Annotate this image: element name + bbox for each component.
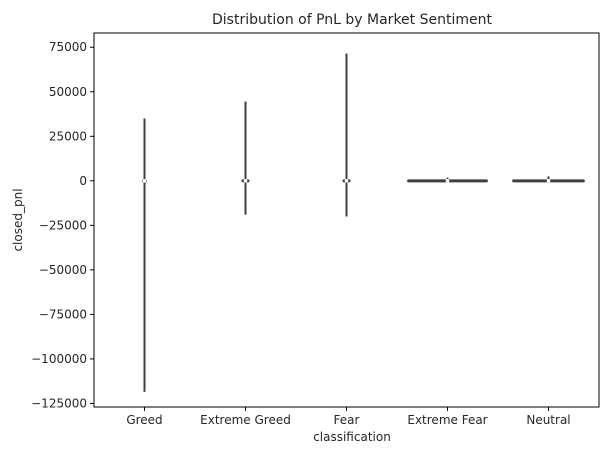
plot-area xyxy=(93,32,600,408)
x-tick-label: Fear xyxy=(334,413,360,427)
violin-greed xyxy=(142,118,147,392)
violin-median-point xyxy=(243,179,248,183)
y-tick-label: 50000 xyxy=(49,85,87,99)
violin-median-point xyxy=(546,179,551,183)
violin-median-point xyxy=(344,179,349,183)
y-tick-label: −50000 xyxy=(39,263,87,277)
y-tick-label: −100000 xyxy=(31,352,87,366)
y-tick-label: 25000 xyxy=(49,129,87,143)
y-axis: 75000 50000 25000 0 −25000 −50000 −75000 −10000… xyxy=(31,40,94,410)
violin-median-point xyxy=(445,179,450,183)
chart-title: Distribution of PnL by Market Sentiment xyxy=(212,12,492,28)
y-tick-label: 75000 xyxy=(49,40,87,54)
x-tick-label: Neutral xyxy=(526,413,570,427)
violin-fear xyxy=(342,53,351,217)
x-axis-title: classification xyxy=(313,430,391,444)
y-tick-label: −125000 xyxy=(31,396,87,410)
violin-median-point xyxy=(142,179,147,183)
x-tick-label: Greed xyxy=(126,413,162,427)
y-tick-label: −25000 xyxy=(39,218,87,232)
y-tick-label: 0 xyxy=(79,174,87,188)
y-tick-label: −75000 xyxy=(39,307,87,321)
y-axis-title: closed_pnl xyxy=(11,188,25,251)
violin-extreme-greed xyxy=(241,101,250,215)
violin-extreme-fear xyxy=(407,177,488,183)
violin-neutral xyxy=(512,176,585,183)
x-tick-label: Extreme Greed xyxy=(200,413,291,427)
x-axis: Greed Extreme Greed Fear Extreme Fear Neutra… xyxy=(126,407,571,427)
x-tick-label: Extreme Fear xyxy=(407,413,487,427)
